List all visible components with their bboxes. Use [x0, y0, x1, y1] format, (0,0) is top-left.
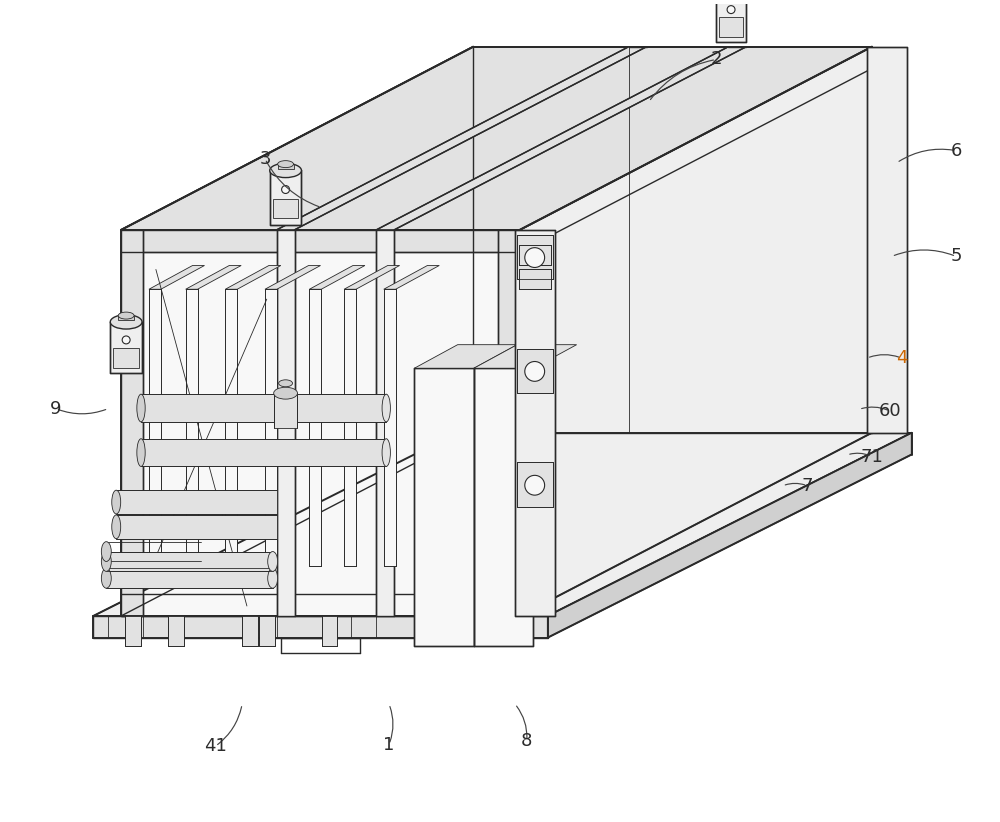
- Polygon shape: [517, 235, 553, 279]
- Text: 1: 1: [383, 736, 395, 754]
- Ellipse shape: [137, 439, 145, 466]
- Polygon shape: [121, 230, 520, 616]
- Polygon shape: [309, 289, 321, 566]
- Ellipse shape: [112, 515, 121, 538]
- Text: 5: 5: [950, 247, 962, 266]
- Polygon shape: [149, 266, 204, 289]
- Polygon shape: [548, 432, 912, 638]
- Polygon shape: [225, 289, 237, 566]
- Circle shape: [282, 186, 290, 193]
- Polygon shape: [186, 289, 198, 566]
- Polygon shape: [121, 47, 872, 230]
- Polygon shape: [106, 568, 273, 589]
- Polygon shape: [106, 552, 273, 571]
- Polygon shape: [121, 230, 520, 252]
- Polygon shape: [519, 270, 551, 289]
- Polygon shape: [273, 199, 298, 219]
- Text: 41: 41: [204, 737, 227, 755]
- Circle shape: [525, 247, 545, 267]
- Text: 8: 8: [521, 732, 532, 750]
- Polygon shape: [125, 616, 141, 645]
- Text: 71: 71: [860, 447, 883, 465]
- Polygon shape: [384, 266, 439, 289]
- Polygon shape: [270, 170, 301, 225]
- Ellipse shape: [137, 395, 145, 422]
- Text: 4: 4: [896, 349, 907, 367]
- Polygon shape: [141, 439, 386, 466]
- Polygon shape: [517, 349, 553, 393]
- Polygon shape: [116, 490, 277, 514]
- Polygon shape: [277, 230, 295, 616]
- Circle shape: [525, 362, 545, 381]
- Polygon shape: [259, 616, 275, 645]
- Polygon shape: [116, 515, 277, 538]
- Text: 3: 3: [259, 150, 271, 168]
- Polygon shape: [93, 616, 548, 638]
- Polygon shape: [344, 266, 400, 289]
- Text: 2: 2: [710, 50, 722, 68]
- Ellipse shape: [101, 568, 111, 589]
- Polygon shape: [110, 322, 142, 373]
- Ellipse shape: [118, 312, 134, 319]
- Ellipse shape: [382, 395, 390, 422]
- Polygon shape: [186, 266, 241, 289]
- Polygon shape: [121, 230, 143, 616]
- Polygon shape: [121, 47, 872, 230]
- Ellipse shape: [279, 380, 293, 386]
- Polygon shape: [384, 289, 396, 566]
- Polygon shape: [517, 463, 553, 507]
- Polygon shape: [519, 245, 551, 265]
- Polygon shape: [277, 47, 647, 230]
- Polygon shape: [265, 289, 277, 566]
- Ellipse shape: [112, 490, 121, 514]
- Polygon shape: [520, 47, 872, 616]
- Polygon shape: [867, 47, 907, 432]
- Polygon shape: [278, 164, 294, 169]
- Polygon shape: [344, 289, 356, 566]
- Ellipse shape: [274, 387, 297, 399]
- Circle shape: [727, 6, 735, 14]
- Polygon shape: [376, 230, 394, 616]
- Polygon shape: [113, 348, 139, 367]
- Polygon shape: [149, 289, 161, 566]
- Polygon shape: [274, 393, 297, 427]
- Ellipse shape: [382, 439, 390, 466]
- Polygon shape: [498, 230, 520, 616]
- Polygon shape: [141, 395, 386, 422]
- Polygon shape: [118, 316, 134, 321]
- Text: 60: 60: [878, 402, 901, 420]
- Polygon shape: [719, 17, 743, 37]
- Ellipse shape: [110, 315, 142, 329]
- Polygon shape: [515, 230, 555, 616]
- Polygon shape: [168, 616, 184, 645]
- Text: 6: 6: [950, 141, 962, 159]
- Polygon shape: [309, 266, 365, 289]
- Text: 7: 7: [802, 477, 813, 495]
- Polygon shape: [474, 344, 577, 368]
- Ellipse shape: [268, 568, 278, 589]
- Polygon shape: [414, 344, 517, 368]
- Polygon shape: [716, 0, 746, 42]
- Circle shape: [525, 475, 545, 495]
- Ellipse shape: [270, 164, 301, 178]
- Circle shape: [122, 336, 130, 344]
- Ellipse shape: [278, 160, 294, 168]
- Polygon shape: [225, 266, 281, 289]
- Ellipse shape: [101, 542, 111, 561]
- Polygon shape: [322, 616, 337, 645]
- Polygon shape: [121, 47, 872, 230]
- Ellipse shape: [268, 552, 278, 571]
- Text: 9: 9: [50, 399, 61, 418]
- Ellipse shape: [101, 552, 111, 571]
- Polygon shape: [414, 368, 474, 645]
- Polygon shape: [93, 432, 912, 616]
- Polygon shape: [376, 47, 746, 230]
- Polygon shape: [265, 266, 321, 289]
- Polygon shape: [474, 368, 533, 645]
- Polygon shape: [242, 616, 258, 645]
